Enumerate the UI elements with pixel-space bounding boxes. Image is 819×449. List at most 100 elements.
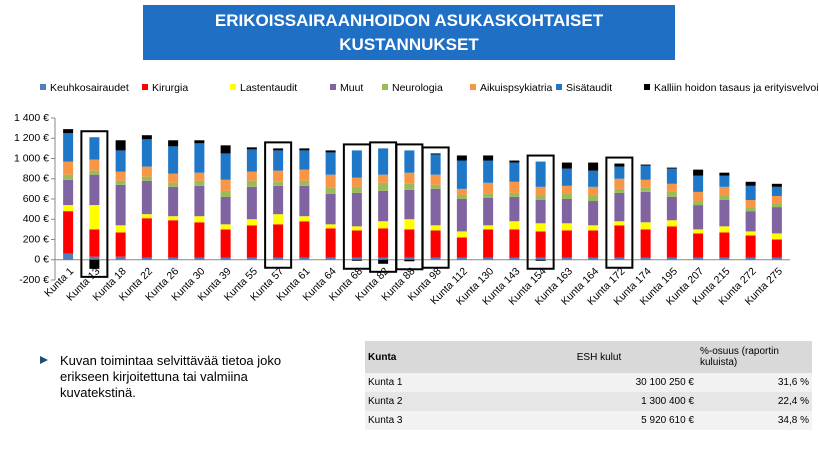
legend-swatch <box>40 84 46 90</box>
legend-swatch <box>644 84 650 90</box>
table: Kunta ESH kulut %-osuus (raportin kuluis… <box>365 341 812 430</box>
bar-segment <box>430 153 441 155</box>
legend-label: Sisätaudit <box>566 82 612 94</box>
legend-label: Lastentaudit <box>240 82 297 94</box>
bar-segment <box>430 188 441 226</box>
bar-segment <box>273 181 284 186</box>
bar-segment <box>561 257 572 260</box>
bar-segment <box>404 172 415 184</box>
bar-segment <box>404 150 415 173</box>
bar-segment <box>430 184 441 189</box>
bar-segment <box>115 225 126 233</box>
bar-segment <box>483 257 494 260</box>
bar-segment <box>194 257 205 260</box>
bar-segment <box>89 170 100 175</box>
bar-segment <box>220 196 231 225</box>
bar-segment <box>89 159 100 171</box>
bar-segment <box>141 176 152 181</box>
bar-segment <box>666 196 677 221</box>
bar-segment <box>456 237 467 258</box>
bar-segment <box>456 188 467 195</box>
bar-segment <box>220 190 231 197</box>
bullet-arrow <box>40 356 48 364</box>
table-cell: 34,8 % <box>697 411 812 430</box>
bar-segment <box>456 199 467 232</box>
table-row: Kunta 1 30 100 250 €31,6 % <box>365 373 812 392</box>
bar-segment <box>63 253 74 260</box>
bar-segment <box>693 201 704 206</box>
table-cell: Kunta 3 <box>365 411 501 430</box>
bar-segment <box>404 229 415 258</box>
bar-segment <box>63 129 74 134</box>
bar-segment <box>325 187 336 194</box>
bar-segment <box>141 257 152 260</box>
bar-segment <box>509 192 520 197</box>
bar-segment <box>719 200 730 227</box>
bar-segment <box>666 167 677 169</box>
bar-segment <box>614 257 625 260</box>
bar-segment <box>588 257 599 260</box>
bar-segment <box>404 183 415 190</box>
bar-segment <box>588 170 599 187</box>
bar-segment <box>588 230 599 258</box>
bar-segment <box>509 221 520 230</box>
bar-segment <box>745 181 756 186</box>
bar-segment <box>588 195 599 202</box>
bar-segment <box>666 191 677 197</box>
bar-segment <box>509 257 520 260</box>
bar-segment <box>509 181 520 193</box>
bar-segment <box>640 191 651 223</box>
bar-segment <box>168 140 179 147</box>
bar-segment <box>325 257 336 260</box>
legend-label: Aikuispsykiatria <box>480 82 553 94</box>
bar-segment <box>693 175 704 192</box>
subtitle: Sisältää kalliinhoidontasaus- ja erityis… <box>191 59 627 78</box>
bar-segment <box>640 222 651 230</box>
bar-segment <box>614 221 625 226</box>
bar-segment <box>588 186 599 196</box>
bar-segment <box>430 257 441 260</box>
bar-segment <box>719 195 730 201</box>
legend-label: Kirurgia <box>152 82 188 94</box>
bar-segment <box>246 171 257 181</box>
bar-segment <box>535 257 546 260</box>
bar-segment <box>273 214 284 225</box>
bar-segment <box>693 191 704 202</box>
bar-segment <box>246 180 257 187</box>
bar-segment <box>378 174 389 183</box>
bar-segment <box>456 194 467 199</box>
header-cell: ESH kulut <box>501 341 697 373</box>
bar-segment <box>745 257 756 260</box>
bar-segment <box>509 229 520 258</box>
bar-segment <box>588 162 599 171</box>
bar-segment <box>640 257 651 260</box>
bar-segment <box>351 259 362 261</box>
bar-segment <box>141 139 152 167</box>
bar-segment <box>63 179 74 206</box>
bar-segment <box>561 199 572 224</box>
legend-label: Keuhkosairaudet <box>50 82 129 94</box>
bar-segment <box>115 150 126 172</box>
bar-segment <box>299 169 310 181</box>
bar-segment <box>63 211 74 254</box>
bar-segment <box>561 193 572 199</box>
bar-segment <box>273 170 284 182</box>
bar-segment <box>168 146 179 174</box>
bar-segment <box>483 155 494 161</box>
bar-segment <box>194 143 205 173</box>
bar-segment <box>771 186 782 196</box>
bar-segment <box>378 259 389 264</box>
highlight-box <box>605 156 634 269</box>
bar-segment <box>719 172 730 176</box>
bar-segment <box>640 165 651 180</box>
bar-segment <box>378 257 389 260</box>
bar-segment <box>325 228 336 258</box>
y-tick-label: 600 € <box>23 193 49 205</box>
bar-segment <box>220 179 231 191</box>
bar-segment <box>561 230 572 258</box>
bar-segment <box>483 193 494 198</box>
header-cell: Kunta <box>365 341 501 373</box>
bar-segment <box>719 226 730 233</box>
bar-segment <box>666 168 677 184</box>
